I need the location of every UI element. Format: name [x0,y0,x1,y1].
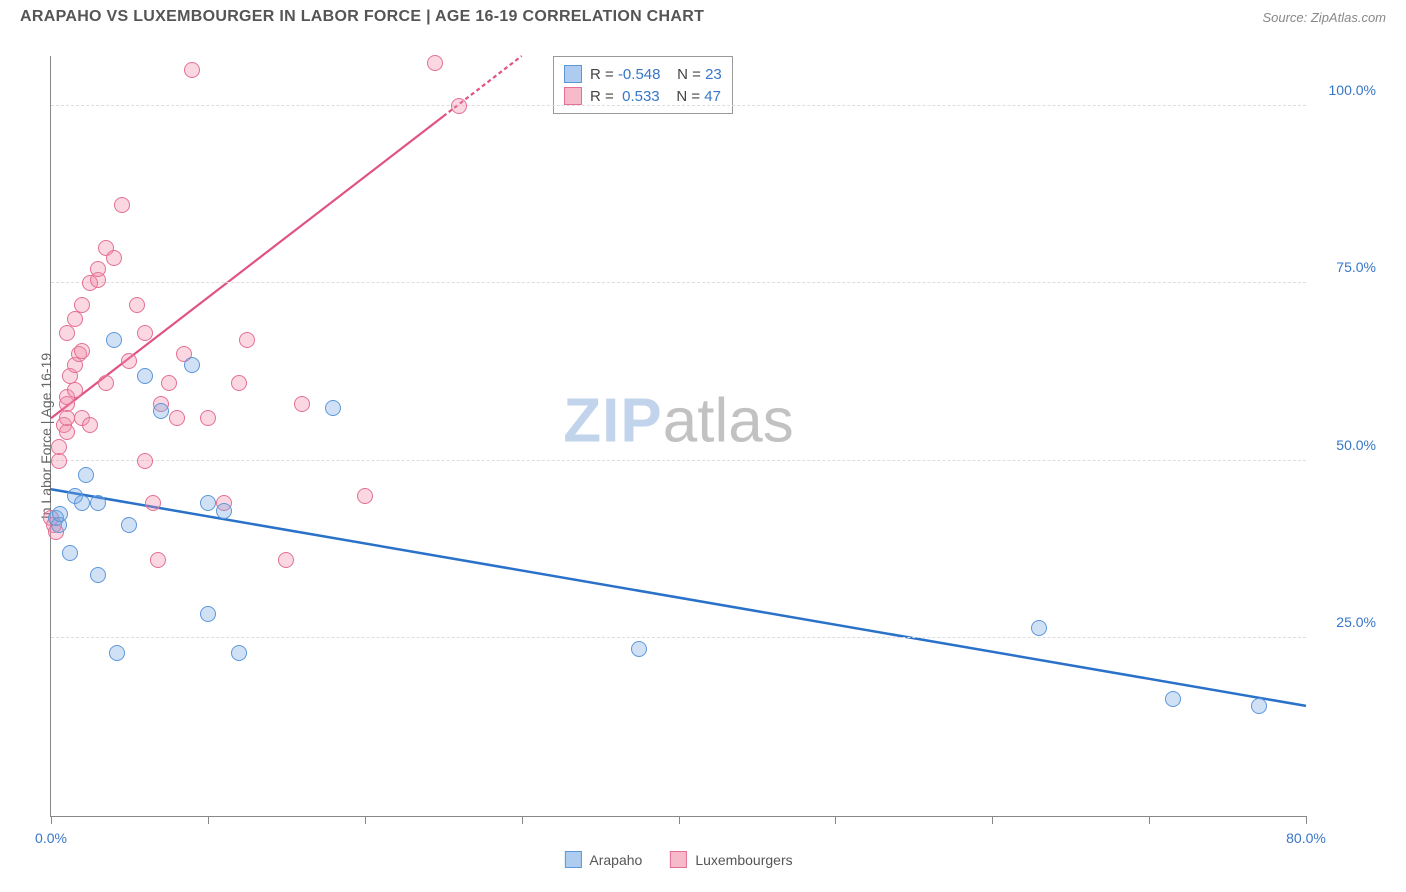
data-point-lux [114,197,130,213]
n-label: N = [676,88,700,105]
legend-text: R = -0.548 N = 23 [590,66,722,83]
x-tick [835,816,836,824]
legend-row: R = -0.548 N = 23 [564,63,722,85]
data-point-arapaho [231,645,247,661]
data-point-lux [67,311,83,327]
source-label: Source: ZipAtlas.com [1262,10,1386,25]
data-point-lux [184,62,200,78]
data-point-lux [67,382,83,398]
data-point-lux [150,552,166,568]
legend-text: R = 0.533 N = 47 [590,88,721,105]
legend-swatch-pink [564,87,582,105]
data-point-lux [51,439,67,455]
data-point-arapaho [90,495,106,511]
data-point-lux [427,55,443,71]
data-point-lux [59,410,75,426]
data-point-lux [106,250,122,266]
data-point-arapaho [52,506,68,522]
data-point-lux [59,424,75,440]
plot-area: In Labor Force | Age 16-19 ZIPatlas R = … [50,56,1306,817]
x-tick [208,816,209,824]
r-label: R = [590,66,614,83]
series-legend: Arapaho Luxembourgers [564,851,792,868]
grid-line [51,460,1306,461]
data-point-arapaho [200,495,216,511]
legend-label: Arapaho [589,852,642,868]
data-point-lux [278,552,294,568]
legend-swatch-blue [564,65,582,83]
data-point-lux [82,417,98,433]
data-point-lux [294,396,310,412]
data-point-arapaho [109,645,125,661]
data-point-arapaho [137,368,153,384]
legend-item: Luxembourgers [670,851,792,868]
data-point-lux [129,297,145,313]
x-tick-label: 0.0% [35,830,67,846]
data-point-arapaho [216,503,232,519]
legend-swatch-pink [670,851,687,868]
chart-container: In Labor Force | Age 16-19 ZIPatlas R = … [20,52,1386,872]
data-point-lux [161,375,177,391]
y-tick-label: 75.0% [1316,259,1376,275]
x-tick [679,816,680,824]
y-tick-label: 100.0% [1316,82,1376,98]
trend-line-arapaho [51,489,1306,706]
data-point-lux [145,495,161,511]
x-tick [365,816,366,824]
x-tick [1149,816,1150,824]
data-point-arapaho [106,332,122,348]
data-point-lux [239,332,255,348]
x-tick-label: 80.0% [1286,830,1326,846]
data-point-lux [231,375,247,391]
data-point-lux [451,98,467,114]
grid-line [51,282,1306,283]
grid-line [51,637,1306,638]
legend-item: Arapaho [564,851,642,868]
x-tick [51,816,52,824]
data-point-arapaho [90,567,106,583]
trend-line-lux [51,116,443,418]
r-label: R = [590,88,614,105]
data-point-lux [90,261,106,277]
n-value: 47 [704,88,721,105]
data-point-lux [74,297,90,313]
data-point-arapaho [200,606,216,622]
data-point-lux [169,410,185,426]
data-point-lux [74,343,90,359]
r-value: -0.548 [618,66,661,83]
data-point-lux [59,325,75,341]
legend-swatch-blue [564,851,581,868]
r-value: 0.533 [622,88,660,105]
data-point-arapaho [74,495,90,511]
data-point-arapaho [62,545,78,561]
data-point-arapaho [1031,620,1047,636]
x-tick [522,816,523,824]
data-point-lux [98,375,114,391]
n-label: N = [677,66,701,83]
data-point-arapaho [78,467,94,483]
chart-title: ARAPAHO VS LUXEMBOURGER IN LABOR FORCE |… [20,8,704,26]
data-point-arapaho [325,400,341,416]
trend-lines [51,56,1306,816]
data-point-lux [121,353,137,369]
data-point-arapaho [1251,698,1267,714]
data-point-arapaho [631,641,647,657]
grid-line [51,105,1306,106]
y-tick-label: 25.0% [1316,614,1376,630]
data-point-lux [357,488,373,504]
data-point-lux [51,453,67,469]
legend-row: R = 0.533 N = 47 [564,85,722,107]
data-point-arapaho [184,357,200,373]
data-point-arapaho [121,517,137,533]
data-point-lux [137,325,153,341]
data-point-lux [137,453,153,469]
n-value: 23 [705,66,722,83]
x-tick [992,816,993,824]
data-point-arapaho [1165,691,1181,707]
data-point-arapaho [153,403,169,419]
x-tick [1306,816,1307,824]
y-tick-label: 50.0% [1316,437,1376,453]
data-point-lux [200,410,216,426]
legend-label: Luxembourgers [695,852,792,868]
